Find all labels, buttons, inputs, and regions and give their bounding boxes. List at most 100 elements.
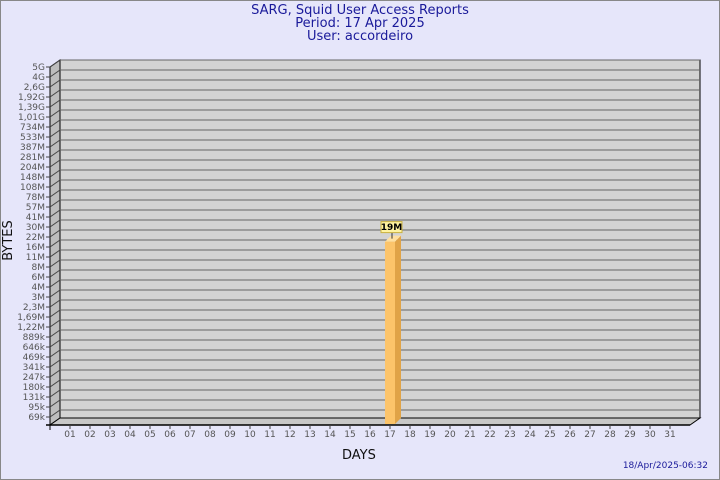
y-tick-label: 95k: [28, 403, 45, 413]
y-tick-label: 148M: [20, 173, 45, 183]
x-tick-label: 22: [484, 430, 495, 440]
x-tick-label: 27: [584, 430, 595, 440]
x-tick-label: 08: [204, 430, 216, 440]
x-tick-label: 24: [524, 430, 536, 440]
y-tick-label: 4M: [32, 283, 46, 293]
x-tick-label: 26: [564, 430, 576, 440]
y-tick-label: 1,22M: [17, 323, 45, 333]
grid-wall-line: [49, 289, 61, 298]
x-tick-label: 14: [324, 430, 336, 440]
y-tick-label: 69k: [28, 413, 45, 423]
y-tick-label: 3M: [32, 293, 46, 303]
y-tick-label: 2,3M: [23, 303, 45, 313]
grid-wall-line: [49, 99, 61, 108]
grid-wall-line: [49, 379, 61, 388]
chart-title: SARG, Squid User Access Reports: [251, 3, 469, 18]
grid-wall-line: [49, 169, 61, 178]
x-tick-label: 15: [344, 430, 355, 440]
y-tick-label: 57M: [26, 203, 45, 213]
grid-wall-line: [49, 369, 61, 378]
grid-wall-line: [49, 189, 61, 198]
x-tick-label: 13: [304, 430, 315, 440]
y-tick-label: 180k: [23, 383, 46, 393]
grid-wall-line: [49, 219, 61, 228]
grid-wall-line: [49, 209, 61, 218]
grid-wall-line: [49, 399, 61, 408]
x-tick-label: 31: [664, 430, 675, 440]
x-tick-label: 02: [84, 430, 95, 440]
grid-wall-line: [49, 149, 61, 158]
grid-wall-line: [49, 279, 61, 288]
x-tick-label: 09: [224, 430, 236, 440]
y-tick-label: 22M: [26, 233, 45, 243]
x-tick-label: 25: [544, 430, 555, 440]
x-tick-label: 20: [444, 430, 456, 440]
bar-top: [385, 235, 401, 242]
grid-wall-line: [49, 69, 61, 78]
x-tick-label: 28: [604, 430, 616, 440]
y-tick-label: 11M: [26, 253, 45, 263]
grid-wall-line: [49, 309, 61, 318]
plot-floor: [48, 417, 702, 426]
grid-wall-line: [49, 409, 61, 418]
x-tick-label: 29: [624, 430, 636, 440]
y-tick-label: 108M: [20, 183, 45, 193]
grid-wall-line: [49, 299, 61, 308]
grid-wall-line: [49, 239, 61, 248]
grid-wall-line: [49, 349, 61, 358]
y-tick-label: 4G: [32, 73, 45, 83]
y-tick-label: 16M: [26, 243, 45, 253]
grid-wall-line: [49, 109, 61, 118]
y-tick-label: 889k: [23, 333, 46, 343]
generated-timestamp: 18/Apr/2025-06:32: [622, 461, 708, 471]
grid-wall-line: [49, 359, 61, 368]
bar-side: [395, 235, 401, 424]
y-tick-label: 30M: [26, 223, 45, 233]
grid-wall-line: [49, 119, 61, 128]
y-tick-label: 247k: [23, 373, 46, 383]
y-tick-label: 1,39G: [18, 103, 45, 113]
y-tick-label: 6M: [32, 273, 46, 283]
grid-wall-line: [49, 259, 61, 268]
grid-wall-line: [49, 339, 61, 348]
grid-wall-line: [49, 389, 61, 398]
grid-wall-line: [49, 59, 61, 68]
x-axis-title: DAYS: [342, 448, 376, 463]
grid-wall-line: [49, 159, 61, 168]
y-tick-label: 5G: [32, 63, 45, 73]
x-tick-label: 05: [144, 430, 155, 440]
y-tick-label: 281M: [20, 153, 45, 163]
y-tick-label: 1,69M: [17, 313, 45, 323]
y-tick-label: 78M: [26, 193, 45, 203]
chart-user: User: accordeiro: [306, 29, 414, 44]
y-tick-label: 1,01G: [18, 113, 45, 123]
data-label-box: [380, 221, 403, 234]
y-tick-label: 1,92G: [18, 93, 45, 103]
x-tick-label: 30: [644, 430, 656, 440]
y-tick-label: 2,6G: [24, 83, 45, 93]
grid-wall-line: [49, 199, 61, 208]
x-tick-label: 01: [64, 430, 75, 440]
grid-wall-line: [49, 89, 61, 98]
y-tick-label: 204M: [20, 163, 45, 173]
x-tick-label: 23: [504, 430, 515, 440]
grid-wall-line: [49, 319, 61, 328]
y-tick-label: 387M: [20, 143, 45, 153]
x-tick-label: 12: [284, 430, 295, 440]
x-tick-label: 11: [264, 430, 275, 440]
grid-wall-line: [49, 79, 61, 88]
grid-wall-line: [49, 329, 61, 338]
grid-wall-line: [49, 179, 61, 188]
grid-wall-line: [49, 229, 61, 238]
plot-left-wall: [49, 59, 61, 426]
y-tick-label: 41M: [26, 213, 45, 223]
x-tick-label: 19: [424, 430, 436, 440]
grid-wall-line: [49, 269, 61, 278]
x-tick-label: 03: [104, 430, 115, 440]
x-tick-label: 16: [364, 430, 376, 440]
bar: [385, 241, 395, 424]
y-tick-label: 533M: [20, 133, 45, 143]
y-tick-label: 8M: [32, 263, 46, 273]
x-tick-label: 17: [384, 430, 395, 440]
